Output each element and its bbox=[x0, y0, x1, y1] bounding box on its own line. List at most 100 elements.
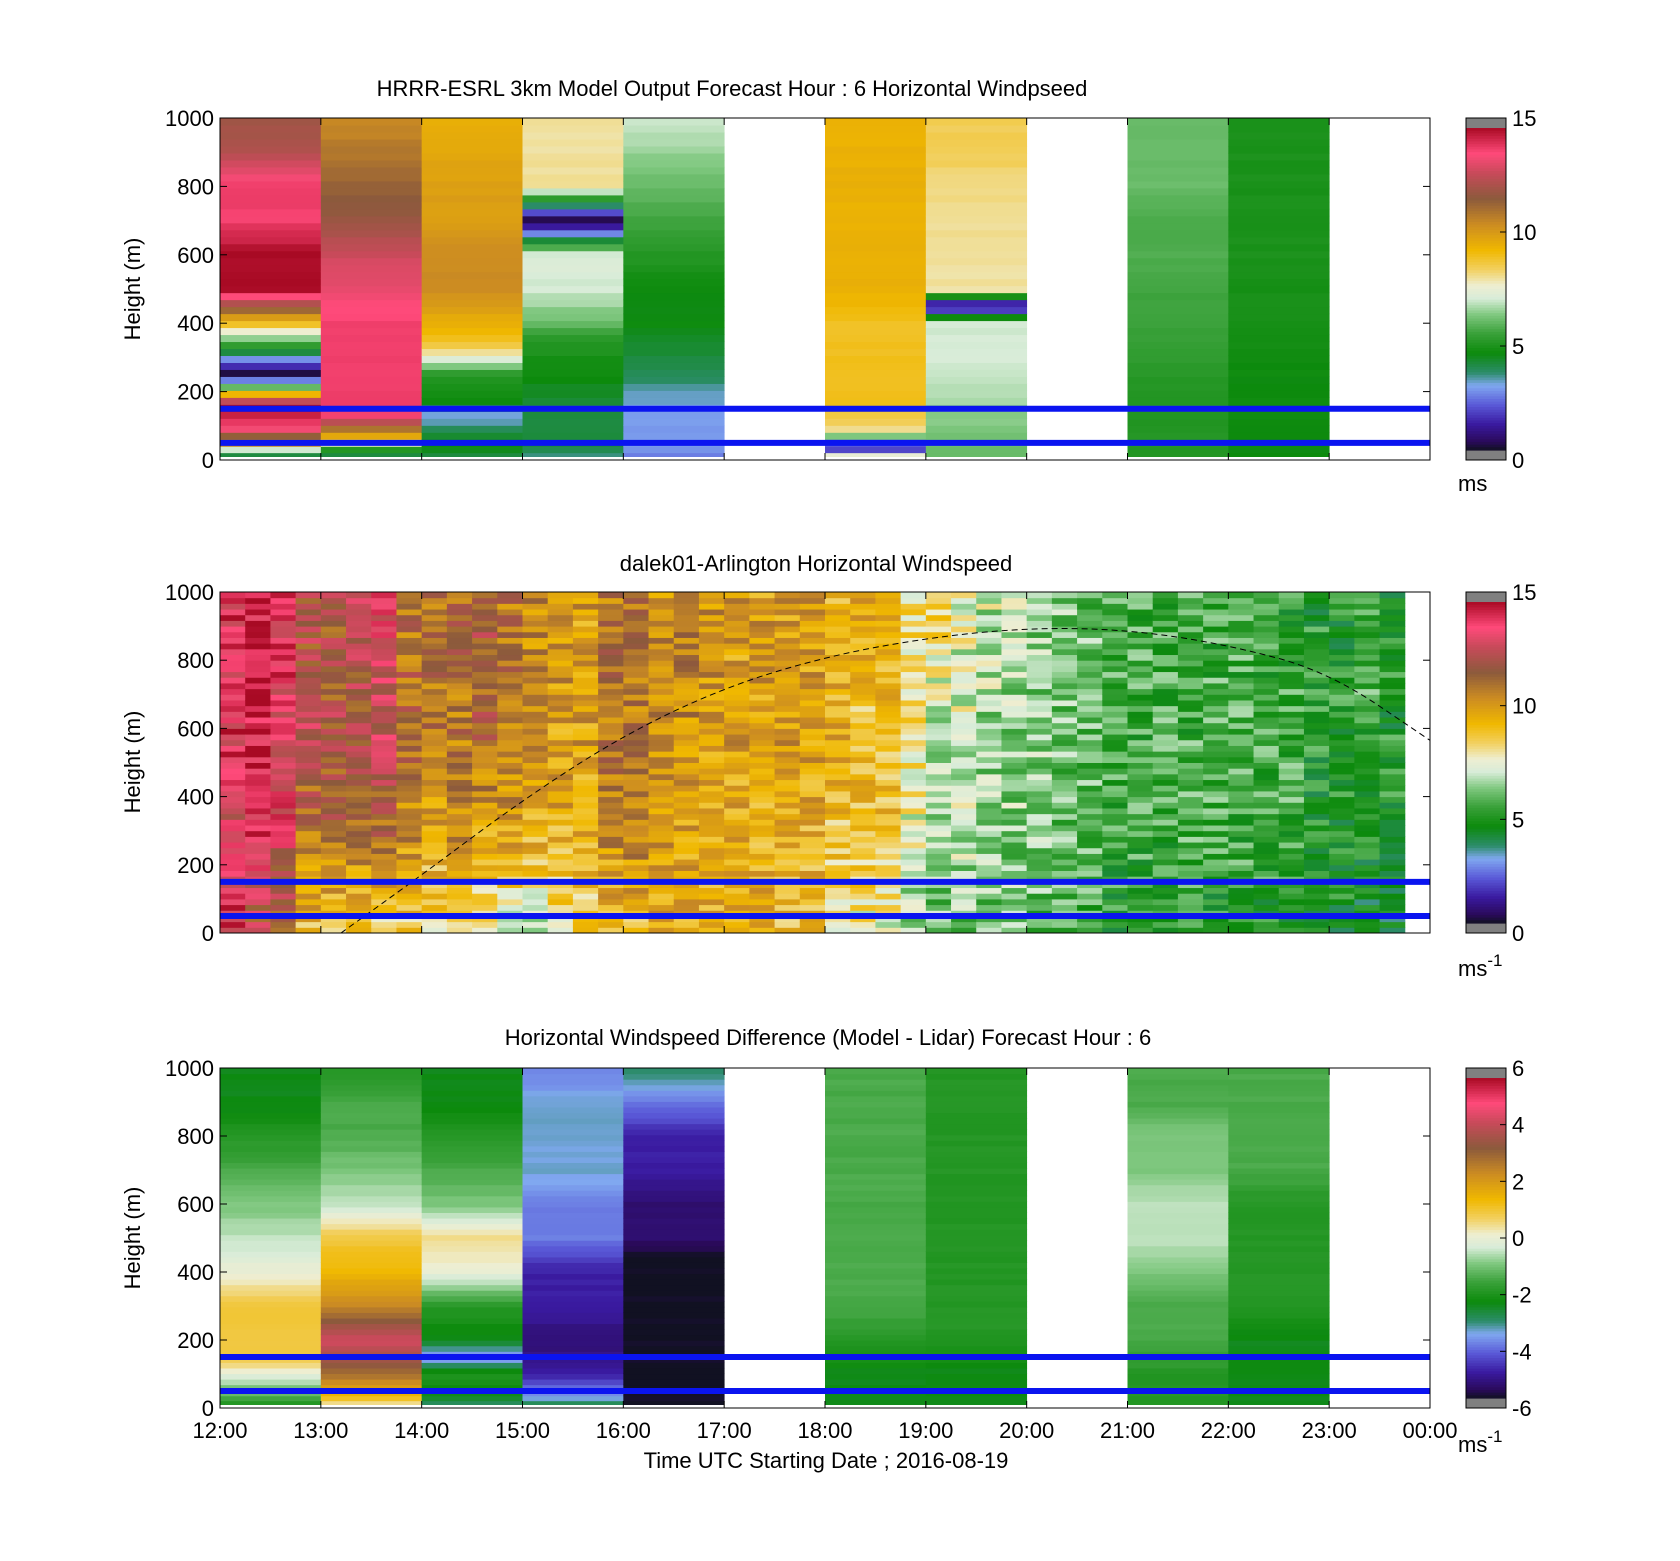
heatmap-cell bbox=[245, 881, 271, 889]
heatmap-cell bbox=[749, 597, 776, 604]
heatmap-cell bbox=[925, 847, 952, 854]
heatmap-cell bbox=[320, 665, 347, 673]
heatmap-cell bbox=[1278, 745, 1305, 752]
heatmap-cell bbox=[774, 779, 801, 786]
heatmap-cell bbox=[724, 859, 750, 866]
heatmap-cell bbox=[925, 1229, 1028, 1236]
heatmap-cell bbox=[799, 699, 826, 707]
heatmap-cell bbox=[522, 1079, 624, 1086]
heatmap-cell bbox=[951, 603, 977, 610]
heatmap-cell bbox=[320, 432, 423, 440]
heatmap-cell bbox=[396, 688, 423, 695]
heatmap-cell bbox=[673, 756, 700, 763]
heatmap-cell bbox=[749, 825, 776, 832]
heatmap-cell bbox=[1354, 785, 1381, 792]
heatmap-cell bbox=[220, 859, 246, 866]
heatmap-cell bbox=[623, 762, 650, 769]
heatmap-cell bbox=[598, 927, 624, 934]
heatmap-cell bbox=[774, 864, 801, 871]
heatmap-cell bbox=[825, 1101, 927, 1108]
heatmap-cell bbox=[270, 864, 297, 871]
heatmap-cell bbox=[547, 711, 574, 718]
heatmap-cell bbox=[346, 859, 372, 866]
heatmap-cell bbox=[698, 807, 725, 815]
heatmap-cell bbox=[1102, 785, 1128, 792]
heatmap-cell bbox=[220, 1223, 322, 1230]
heatmap-cell bbox=[825, 1129, 927, 1136]
heatmap-cell bbox=[446, 671, 473, 678]
heatmap-cell bbox=[598, 699, 624, 707]
heatmap-cell bbox=[1102, 807, 1128, 815]
heatmap-cell bbox=[522, 118, 624, 126]
heatmap-cell bbox=[1228, 313, 1330, 322]
heatmap-cell bbox=[346, 853, 372, 860]
colorbar-segment bbox=[1466, 1304, 1506, 1308]
heatmap-cell bbox=[522, 717, 549, 724]
heatmap-cell bbox=[1228, 1306, 1330, 1313]
heatmap-cell bbox=[825, 145, 927, 154]
heatmap-cell bbox=[825, 887, 851, 894]
heatmap-cell bbox=[825, 830, 851, 837]
heatmap-cell bbox=[295, 597, 322, 604]
heatmap-cell bbox=[1228, 159, 1330, 168]
heatmap-cell bbox=[825, 1212, 927, 1219]
x-tick-label: 22:00 bbox=[1201, 1418, 1256, 1443]
heatmap-cell bbox=[825, 124, 927, 133]
colorbar-segment bbox=[1466, 631, 1506, 635]
heatmap-cell bbox=[1329, 728, 1355, 735]
heatmap-cell bbox=[925, 1195, 1028, 1202]
heatmap-cell bbox=[925, 1240, 1028, 1247]
heatmap-cell bbox=[220, 1079, 322, 1086]
heatmap-cell bbox=[825, 711, 851, 718]
colorbar-frame bbox=[1465, 591, 1507, 934]
heatmap-cell bbox=[598, 768, 624, 775]
heatmap-cell bbox=[220, 677, 246, 684]
panel-model-colorbar-unit: ms bbox=[1458, 471, 1487, 496]
heatmap-cell bbox=[497, 773, 523, 781]
heatmap-cell bbox=[346, 807, 372, 815]
colorbar-segment bbox=[1466, 213, 1506, 218]
colorbar-segment bbox=[1466, 1270, 1506, 1274]
heatmap-cell bbox=[1253, 751, 1280, 758]
heatmap-cell bbox=[1203, 660, 1229, 667]
heatmap-cell bbox=[850, 847, 876, 854]
colorbar-segment bbox=[1466, 676, 1506, 681]
heatmap-cell bbox=[1253, 734, 1280, 741]
heatmap-cell bbox=[421, 881, 448, 889]
colorbar-segment bbox=[1466, 315, 1506, 320]
heatmap-cell bbox=[320, 859, 347, 866]
colorbar-segment bbox=[1466, 1360, 1506, 1364]
heatmap-cell bbox=[1228, 1068, 1330, 1075]
heatmap-cell bbox=[673, 739, 700, 746]
heatmap-cell bbox=[698, 751, 725, 758]
heatmap-cell bbox=[825, 292, 927, 301]
heatmap-cell bbox=[698, 637, 725, 644]
heatmap-cell bbox=[1102, 654, 1128, 661]
heatmap-cell bbox=[1228, 1190, 1330, 1197]
heatmap-cell bbox=[270, 699, 297, 707]
heatmap-cell bbox=[497, 756, 523, 763]
colorbar-segment bbox=[1466, 1232, 1506, 1236]
heatmap-cell bbox=[623, 796, 650, 803]
heatmap-cell bbox=[1228, 711, 1255, 718]
heatmap-cell bbox=[673, 671, 700, 678]
heatmap-cell bbox=[421, 1156, 523, 1164]
heatmap-cell bbox=[320, 904, 347, 911]
heatmap-cell bbox=[825, 138, 927, 147]
heatmap-cell bbox=[648, 802, 675, 809]
heatmap-cell bbox=[623, 1362, 725, 1369]
heatmap-cell bbox=[774, 859, 801, 866]
heatmap-cell bbox=[825, 1262, 927, 1269]
heatmap-cell bbox=[1001, 836, 1028, 843]
heatmap-cell bbox=[698, 756, 725, 763]
heatmap-cell bbox=[522, 243, 624, 252]
heatmap-cell bbox=[1051, 609, 1078, 616]
heatmap-cell bbox=[1278, 893, 1305, 900]
heatmap-cell bbox=[1127, 1073, 1229, 1080]
heatmap-cell bbox=[951, 688, 977, 695]
heatmap-cell bbox=[220, 313, 322, 322]
heatmap-cell bbox=[1152, 847, 1179, 854]
heatmap-cell bbox=[799, 705, 826, 712]
heatmap-cell bbox=[472, 745, 498, 752]
